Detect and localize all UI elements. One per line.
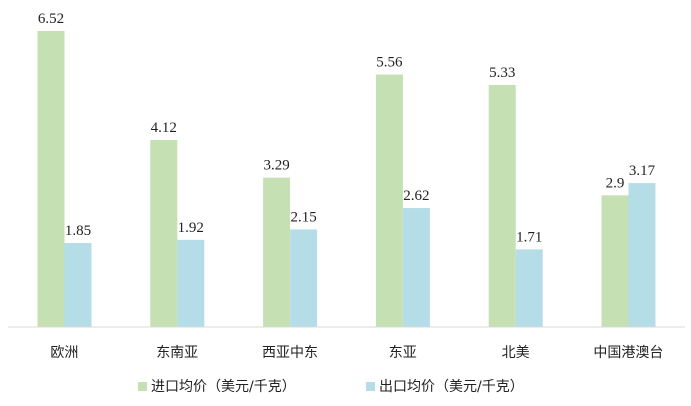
bar-import-1: [150, 139, 178, 327]
bar-import-5: [601, 195, 629, 327]
category-label-2: 西亚中东: [262, 345, 318, 361]
value-labels-layer: 6.52 1.85 4.12 1.92 3.29 2.15 5.56 2.62 5.33 1.71…: [38, 11, 656, 245]
legend-label-export: 出口均价（美元/千克）: [379, 379, 524, 395]
bar-import-3: [375, 74, 403, 327]
value-label-export-2: 2.15: [290, 209, 316, 225]
legend-swatch-export: [366, 382, 375, 391]
value-label-export-4: 1.71: [516, 229, 542, 245]
bar-export-0: [64, 243, 92, 327]
bar-import-0: [37, 31, 65, 327]
bar-import-2: [263, 177, 291, 327]
bar-export-5: [628, 183, 656, 327]
value-label-import-0: 6.52: [38, 11, 64, 27]
value-label-import-5: 2.9: [606, 175, 625, 191]
value-label-export-5: 3.17: [629, 163, 656, 179]
value-label-import-4: 5.33: [489, 65, 515, 81]
category-label-1: 东南亚: [156, 345, 198, 361]
bar-export-2: [290, 229, 318, 327]
value-label-export-3: 2.62: [403, 188, 429, 204]
value-label-import-2: 3.29: [263, 158, 289, 174]
category-label-4: 北美: [502, 345, 530, 361]
category-label-0: 欧洲: [50, 345, 78, 361]
bar-export-3: [402, 208, 430, 327]
category-labels-layer: 欧洲 东南亚 西亚中东 东亚 北美 中国港澳台: [50, 345, 663, 361]
value-label-import-3: 5.56: [376, 55, 403, 71]
bar-import-4: [488, 85, 516, 327]
bar-export-4: [515, 249, 543, 327]
bar-export-1: [177, 239, 205, 327]
category-label-5: 中国港澳台: [593, 345, 663, 361]
value-label-import-1: 4.12: [151, 120, 177, 136]
bars-layer: [37, 31, 656, 327]
value-label-export-1: 1.92: [178, 220, 204, 236]
legend: 进口均价（美元/千克） 出口均价（美元/千克）: [138, 379, 524, 395]
category-label-3: 东亚: [389, 345, 417, 361]
legend-label-import: 进口均价（美元/千克）: [151, 379, 296, 395]
value-label-export-0: 1.85: [65, 223, 91, 239]
legend-swatch-import: [138, 382, 147, 391]
